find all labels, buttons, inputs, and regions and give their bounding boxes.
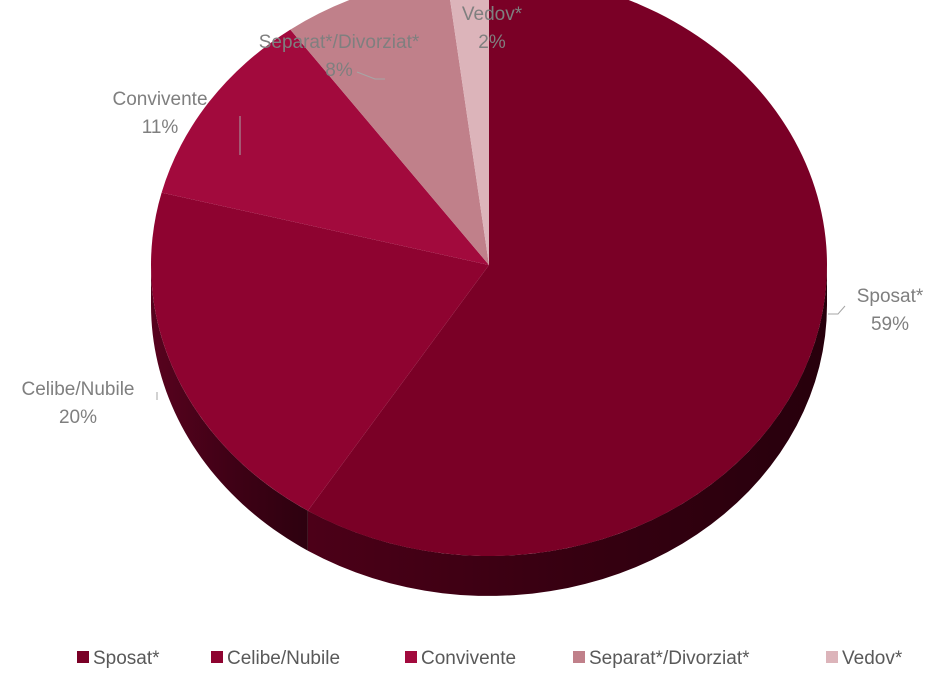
- data-label-name-separat-divorziat: Separat*/Divorziat*: [259, 32, 420, 53]
- data-label-name-celibe-nubile: Celibe/Nubile: [21, 379, 134, 400]
- legend-swatch-convivente: [405, 651, 417, 663]
- legend-item-sposat: Sposat*: [77, 648, 160, 669]
- data-label-name-convivente: Convivente: [112, 89, 207, 110]
- legend-label-vedov: Vedov*: [842, 648, 903, 669]
- data-label-name-vedov: Vedov*: [462, 4, 523, 25]
- legend-swatch-celibe-nubile: [211, 651, 223, 663]
- legend-swatch-sposat: [77, 651, 89, 663]
- legend-item-convivente: Convivente: [405, 648, 516, 669]
- legend-item-separat-divorziat: Separat*/Divorziat*: [573, 648, 750, 669]
- legend-label-separat-divorziat: Separat*/Divorziat*: [589, 648, 750, 669]
- legend-label-sposat: Sposat*: [93, 648, 160, 669]
- data-label-value-celibe-nubile: 20%: [59, 407, 97, 428]
- legend-swatch-vedov: [826, 651, 838, 663]
- legend: Sposat* Celibe/Nubile Convivente Separat*/D…: [77, 648, 903, 669]
- pie-wall-sposat: [307, 265, 827, 596]
- pie-slice-vedov: [450, 0, 489, 265]
- legend-item-celibe-nubile: Celibe/Nubile: [211, 648, 340, 669]
- legend-swatch-separat-divorziat: [573, 651, 585, 663]
- pie-wall-celibe-nubile: [151, 265, 308, 551]
- data-label-value-convivente: 11%: [142, 117, 179, 138]
- pie-slices: [151, 0, 827, 556]
- pie-depth: [151, 265, 827, 596]
- legend-label-convivente: Convivente: [421, 648, 516, 669]
- pie-slice-sposat: [307, 0, 827, 556]
- legend-item-vedov: Vedov*: [826, 648, 903, 669]
- data-label-value-vedov: 2%: [478, 32, 506, 53]
- pie-slice-celibe-nubile: [151, 192, 489, 511]
- data-label-value-sposat: 59%: [871, 314, 909, 335]
- leader-line-separat-divorziat: [356, 71, 385, 80]
- leader-lines: [156, 71, 846, 400]
- pie-slice-convivente: [161, 29, 489, 265]
- data-label-name-sposat: Sposat*: [857, 286, 924, 307]
- leader-line-sposat: [828, 305, 846, 315]
- data-labels: Sposat* 59% Celibe/Nubile 20% Convivente 11% S…: [21, 4, 923, 428]
- legend-label-celibe-nubile: Celibe/Nubile: [227, 648, 340, 669]
- pie-slice-separat-divorziat: [290, 0, 489, 265]
- data-label-value-separat-divorziat: 8%: [325, 60, 353, 81]
